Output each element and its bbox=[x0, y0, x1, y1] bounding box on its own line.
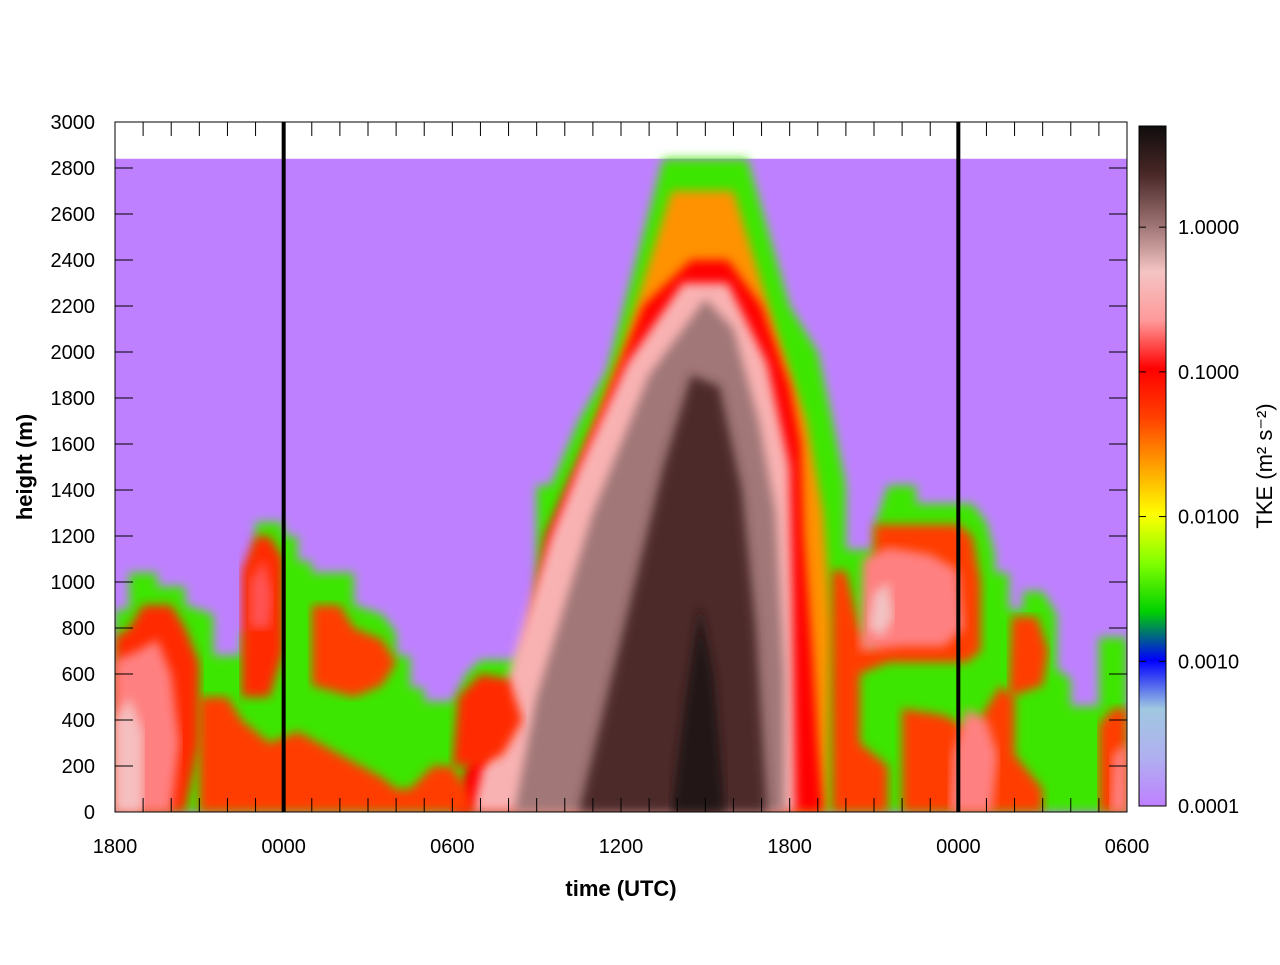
heatmap-field bbox=[115, 158, 1127, 812]
colorbar-gradient bbox=[1138, 125, 1167, 807]
y-tick-label: 2000 bbox=[51, 342, 96, 364]
y-tick-label: 600 bbox=[62, 664, 95, 686]
x-axis-title: time (UTC) bbox=[565, 876, 676, 901]
y-axis-title: height (m) bbox=[12, 414, 37, 520]
x-tick-label: 1800 bbox=[93, 836, 138, 858]
colorbar-title: TKE (m² s⁻²) bbox=[1252, 403, 1277, 528]
x-axis: 1800 0000 0600 1200 1800 0000 0600 bbox=[93, 122, 1150, 858]
y-tick-label: 2800 bbox=[51, 158, 96, 180]
colorbar-tick-label: 0.0001 bbox=[1178, 796, 1239, 818]
y-tick-label: 1400 bbox=[51, 480, 96, 502]
colorbar: 1.0000 0.1000 0.0100 0.0010 0.0001 TKE (m² s… bbox=[1138, 125, 1277, 818]
y-tick-label: 200 bbox=[62, 756, 95, 778]
y-tick-label: 800 bbox=[62, 618, 95, 640]
y-tick-label: 1600 bbox=[51, 434, 96, 456]
x-tick-label: 0000 bbox=[261, 836, 306, 858]
colorbar-tick-label: 0.0100 bbox=[1178, 507, 1239, 529]
midnight-marker-lines bbox=[281, 122, 961, 812]
y-tick-label: 1800 bbox=[51, 388, 96, 410]
y-tick-label: 400 bbox=[62, 710, 95, 732]
x-tick-label: 0600 bbox=[1105, 836, 1150, 858]
tke-region-evening-plume-brown bbox=[868, 582, 894, 638]
y-tick-label: 2400 bbox=[51, 250, 96, 272]
x-tick-label: 0600 bbox=[430, 836, 475, 858]
colorbar-ticks: 1.0000 0.1000 0.0100 0.0010 0.0001 bbox=[1139, 217, 1239, 818]
tke-region-morning-red bbox=[452, 674, 523, 766]
y-tick-label: 1200 bbox=[51, 526, 96, 548]
tke-region-left-plume-brown bbox=[115, 697, 144, 812]
tke-region-night2-plume-red bbox=[1008, 616, 1049, 697]
tke-region-wedge-dark bbox=[578, 375, 768, 812]
tke-region-low-red-band bbox=[199, 697, 473, 812]
tke-region-pre-midnight-pink bbox=[249, 559, 273, 628]
colorbar-tick-label: 1.0000 bbox=[1178, 217, 1239, 239]
tke-region-right-pink bbox=[1110, 743, 1127, 812]
y-tick-label: 2200 bbox=[51, 296, 96, 318]
y-tick-label: 2600 bbox=[51, 204, 96, 226]
x-tick-label: 1200 bbox=[599, 836, 644, 858]
y-tick-label: 3000 bbox=[51, 112, 96, 134]
tke-region-post-midnight-red bbox=[311, 605, 397, 697]
x-tick-label: 1800 bbox=[767, 836, 812, 858]
y-axis: 0 200 400 600 800 1000 1200 1400 1600 1800 2000 220… bbox=[51, 112, 1127, 824]
x-tick-label: 0000 bbox=[936, 836, 981, 858]
y-tick-label: 1000 bbox=[51, 572, 96, 594]
tke-region-wedge-core bbox=[671, 605, 725, 812]
colorbar-tick-label: 0.1000 bbox=[1178, 362, 1239, 384]
colorbar-tick-label: 0.0010 bbox=[1178, 651, 1239, 673]
y-tick-label: 0 bbox=[84, 802, 95, 824]
tke-region-night2-pink bbox=[949, 708, 998, 812]
